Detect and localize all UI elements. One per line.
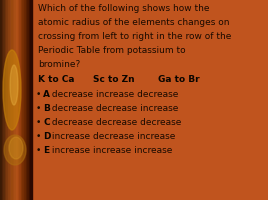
Ellipse shape (4, 135, 26, 165)
Bar (18, 0, 19, 200)
Text: B: B (43, 103, 50, 112)
Bar (27, 0, 29, 200)
Bar (2, 0, 3, 200)
Bar (5, 0, 6, 200)
Ellipse shape (9, 137, 23, 159)
Text: Which of the following shows how the: Which of the following shows how the (38, 4, 210, 13)
Text: C: C (43, 117, 50, 126)
Text: increase increase increase: increase increase increase (49, 145, 172, 154)
Text: A: A (43, 90, 50, 99)
Text: Ga to Br: Ga to Br (158, 75, 200, 84)
Text: bromine?: bromine? (38, 60, 80, 69)
Bar (29, 0, 30, 200)
Bar (11, 0, 13, 200)
Text: decrease decrease increase: decrease decrease increase (49, 103, 178, 112)
Bar (16, 0, 18, 200)
Text: crossing from left to right in the row of the: crossing from left to right in the row o… (38, 32, 231, 41)
Text: •: • (36, 131, 41, 140)
Text: K to Ca: K to Ca (38, 75, 75, 84)
Bar (24, 0, 26, 200)
Bar (10, 0, 11, 200)
Ellipse shape (10, 66, 18, 105)
Bar (21, 0, 23, 200)
Ellipse shape (3, 51, 21, 130)
Text: •: • (36, 145, 41, 154)
Text: Periodic Table from potassium to: Periodic Table from potassium to (38, 46, 186, 55)
Bar (0, 0, 2, 200)
Text: decrease decrease decrease: decrease decrease decrease (49, 117, 181, 126)
Text: •: • (36, 117, 41, 126)
Bar (23, 0, 24, 200)
Text: atomic radius of the elements changes on: atomic radius of the elements changes on (38, 18, 229, 27)
Text: decrease increase decrease: decrease increase decrease (49, 90, 178, 99)
Text: •: • (36, 90, 41, 99)
Bar (8, 0, 10, 200)
Text: D: D (43, 131, 50, 140)
Bar (19, 0, 21, 200)
Text: increase decrease increase: increase decrease increase (49, 131, 175, 140)
Text: •: • (36, 103, 41, 112)
Text: Sc to Zn: Sc to Zn (93, 75, 135, 84)
Bar (3, 0, 5, 200)
Bar (13, 0, 14, 200)
Bar (6, 0, 8, 200)
Bar (30, 0, 32, 200)
Text: E: E (43, 145, 49, 154)
Bar (14, 0, 16, 200)
Bar (26, 0, 27, 200)
